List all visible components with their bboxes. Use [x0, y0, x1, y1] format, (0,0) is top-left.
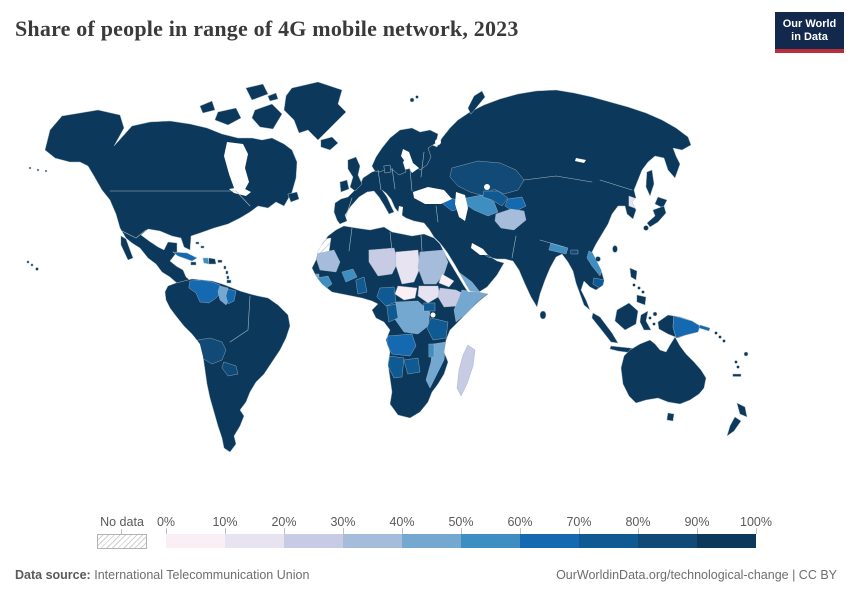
- legend-tick-label: 70%: [566, 515, 592, 529]
- legend-tick-label: 90%: [684, 515, 710, 529]
- country-united-kingdom[interactable]: [347, 156, 363, 192]
- landmass-greenland[interactable]: [283, 81, 347, 141]
- legend-bin-9[interactable]: [697, 534, 756, 548]
- legend-bin-1[interactable]: [225, 534, 284, 548]
- legend-tick-mark: [520, 528, 521, 534]
- landmass-north-america[interactable]: [44, 109, 298, 287]
- country-cuba[interactable]: [172, 251, 198, 262]
- legend-tick-label: 80%: [625, 515, 651, 529]
- data-source: Data source: International Telecommunica…: [15, 568, 309, 582]
- country-paraguay[interactable]: [221, 361, 239, 377]
- legend-no-data-swatch[interactable]: [97, 534, 147, 549]
- legend-no-data-tick: [121, 529, 122, 534]
- country-iceland[interactable]: [320, 136, 339, 151]
- country-madagascar[interactable]: [456, 344, 476, 397]
- islands-pacific[interactable]: [732, 351, 749, 377]
- country-japan[interactable]: [643, 196, 668, 231]
- country-denmark[interactable]: [383, 164, 392, 174]
- legend-tick-mark: [343, 528, 344, 534]
- country-malawi[interactable]: [428, 343, 435, 358]
- legend-tick-mark: [402, 528, 403, 534]
- legend-tick-label: 60%: [507, 515, 533, 529]
- legend-tick-mark: [166, 528, 167, 534]
- legend-tick-mark: [697, 528, 698, 534]
- country-haiti[interactable]: [202, 257, 210, 265]
- country-philippines[interactable]: [629, 267, 647, 306]
- country-taiwan[interactable]: [612, 245, 618, 253]
- legend-tick-label: 100%: [740, 515, 772, 529]
- legend-tick-label: 20%: [271, 515, 297, 529]
- legend-tick-mark: [579, 528, 580, 534]
- legend-tick-mark: [284, 528, 285, 534]
- legend-bin-5[interactable]: [461, 534, 520, 548]
- credit-link[interactable]: OurWorldinData.org/technological-change …: [556, 568, 837, 582]
- country-uganda[interactable]: [423, 302, 436, 312]
- legend-bin-6[interactable]: [520, 534, 579, 548]
- island-new-britain[interactable]: [698, 324, 711, 332]
- legend-tick-label: 10%: [212, 515, 238, 529]
- islands-solomon[interactable]: [714, 331, 726, 343]
- country-new-zealand[interactable]: [726, 402, 748, 437]
- canadian-arctic-islands[interactable]: [199, 83, 283, 130]
- country-dominican-republic[interactable]: [208, 257, 217, 265]
- islands-aleutian[interactable]: [28, 166, 48, 173]
- country-bolivia[interactable]: [196, 337, 227, 365]
- legend-tick-label: 30%: [330, 515, 356, 529]
- island-newfoundland[interactable]: [287, 191, 300, 203]
- legend-bin-0[interactable]: [166, 534, 225, 548]
- data-source-label: Data source:: [15, 568, 91, 582]
- data-source-value: International Telecommunication Union: [94, 568, 310, 582]
- country-australia[interactable]: [620, 336, 707, 405]
- legend-tick-mark: [638, 528, 639, 534]
- legend-bin-2[interactable]: [284, 534, 343, 548]
- legend-no-data-label: No data: [100, 515, 144, 529]
- country-bhutan[interactable]: [570, 249, 579, 255]
- owid-logo-redbar: [775, 49, 844, 53]
- legend-bin-8[interactable]: [638, 534, 697, 548]
- legend-tick-label: 0%: [156, 515, 176, 529]
- legend-tick-label: 50%: [448, 515, 474, 529]
- country-sri-lanka[interactable]: [539, 310, 547, 320]
- legend-tick-mark: [756, 528, 757, 534]
- islands-hawaii[interactable]: [26, 260, 39, 271]
- country-angola[interactable]: [386, 333, 417, 357]
- country-namibia[interactable]: [387, 355, 405, 379]
- legend-tick-mark: [461, 528, 462, 534]
- country-papua-new-guinea[interactable]: [672, 315, 701, 339]
- legend-bin-7[interactable]: [579, 534, 638, 548]
- legend-tick-mark: [225, 528, 226, 534]
- legend-bin-4[interactable]: [402, 534, 461, 548]
- legend-bin-3[interactable]: [343, 534, 402, 548]
- owid-logo[interactable]: Our World in Data: [775, 12, 844, 53]
- country-botswana[interactable]: [403, 357, 421, 375]
- owid-logo-line1: Our World: [782, 18, 837, 30]
- island-novaya-zemlya[interactable]: [467, 90, 486, 115]
- country-ireland[interactable]: [339, 179, 350, 193]
- island-svalbard[interactable]: [409, 95, 419, 103]
- owid-logo-line2: in Data: [791, 31, 828, 43]
- island-tasmania[interactable]: [666, 412, 675, 422]
- island-sakhalin[interactable]: [645, 169, 655, 197]
- legend-color-bar: [166, 534, 756, 548]
- legend-tick-label: 40%: [389, 515, 415, 529]
- page-title: Share of people in range of 4G mobile ne…: [15, 16, 519, 41]
